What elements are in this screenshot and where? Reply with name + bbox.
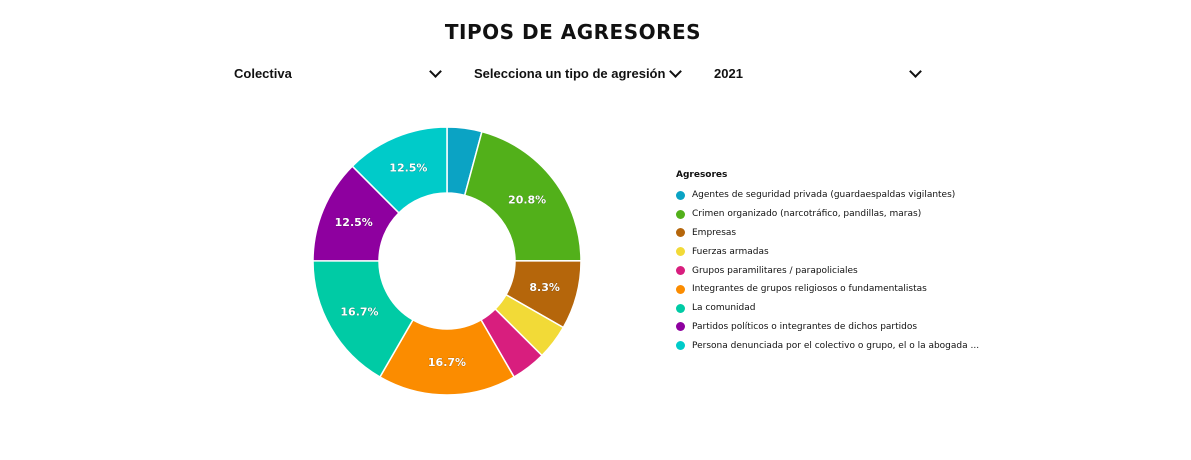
slice-label-5: 16.7%: [428, 356, 466, 369]
donut-slice-8[interactable]: [351, 126, 448, 214]
legend-label: Crimen organizado (narcotráfico, pandill…: [692, 209, 922, 220]
legend-item-2[interactable]: Empresas: [676, 224, 979, 243]
donut-slice-1[interactable]: [463, 130, 582, 262]
legend-label: Empresas: [692, 227, 737, 238]
chart-title: TIPOS DE AGRESORES: [444, 20, 702, 44]
legend-label: La comunidad: [692, 303, 756, 314]
legend-label: Agentes de seguridad privada (guardaespa…: [692, 190, 956, 201]
legend-label: Persona denunciada por el colectivo o gr…: [692, 340, 980, 351]
aggression-type-select[interactable]: Selecciona un tipo de agresión: [474, 65, 682, 81]
legend-swatch-icon: [676, 341, 685, 351]
legend-item-4[interactable]: Grupos paramilitares / parapoliciales: [676, 261, 979, 280]
legend-label: Integrantes de grupos religiosos o funda…: [692, 284, 927, 295]
legend-swatch-icon: [676, 190, 685, 200]
filter-bar: Colectiva Selecciona un tipo de agresión…: [234, 65, 954, 81]
year-select[interactable]: 2021: [714, 65, 922, 81]
legend-label: Fuerzas armadas: [692, 246, 769, 257]
slice-label-2: 8.3%: [529, 281, 560, 294]
legend-item-7[interactable]: Partidos políticos o integrantes de dich…: [676, 318, 979, 337]
legend-title: Agresores: [676, 170, 728, 180]
chevron-down-icon: [669, 65, 682, 78]
legend-swatch-icon: [676, 228, 685, 238]
legend-item-3[interactable]: Fuerzas armadas: [676, 242, 979, 261]
chart-legend: Agresores Agentes de seguridad privada (…: [676, 170, 979, 355]
legend-swatch-icon: [676, 284, 685, 294]
legend-swatch-icon: [676, 303, 685, 313]
legend-label: Grupos paramilitares / parapoliciales: [692, 265, 858, 276]
legend-item-0[interactable]: Agentes de seguridad privada (guardaespa…: [676, 186, 979, 205]
legend-item-8[interactable]: Persona denunciada por el colectivo o gr…: [676, 336, 979, 355]
donut-chart: 20.8% 8.3% 16.7% 16.7% 12.5% 12.5%: [312, 126, 582, 396]
legend-item-6[interactable]: La comunidad: [676, 299, 979, 318]
legend-swatch-icon: [676, 322, 685, 332]
legend-label: Partidos políticos o integrantes de dich…: [692, 321, 918, 332]
slice-label-8: 12.5%: [389, 162, 427, 175]
scope-select-value: Colectiva: [234, 66, 292, 81]
legend-items: Agentes de seguridad privada (guardaespa…: [676, 186, 979, 355]
chevron-down-icon: [429, 65, 442, 78]
scope-select[interactable]: Colectiva: [234, 65, 442, 81]
slice-label-7: 12.5%: [335, 216, 373, 229]
legend-swatch-icon: [676, 209, 685, 219]
legend-swatch-icon: [676, 266, 685, 276]
year-select-value: 2021: [714, 66, 743, 81]
aggression-type-select-value: Selecciona un tipo de agresión: [474, 66, 666, 81]
legend-swatch-icon: [676, 247, 685, 257]
slice-label-1: 20.8%: [508, 194, 546, 207]
legend-item-1[interactable]: Crimen organizado (narcotráfico, pandill…: [676, 205, 979, 224]
slice-label-6: 16.7%: [340, 305, 378, 318]
legend-item-5[interactable]: Integrantes de grupos religiosos o funda…: [676, 280, 979, 299]
chevron-down-icon: [909, 65, 922, 78]
